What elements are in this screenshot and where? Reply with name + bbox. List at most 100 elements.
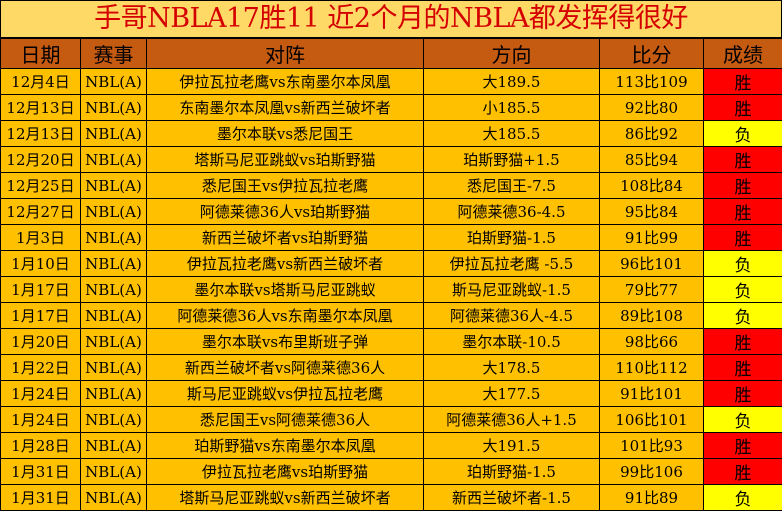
- cell-league: NBL(A): [81, 95, 147, 121]
- cell-score: 91比101: [600, 381, 704, 407]
- cell-score: 113比109: [600, 69, 704, 95]
- cell-result: 胜: [704, 173, 782, 199]
- header-result: 成绩: [704, 39, 782, 69]
- cell-league: NBL(A): [81, 485, 147, 511]
- spreadsheet-image: 手哥NBLA17胜11 近2个月的NBLA都发挥得很好 日期 赛事 对阵 方向 …: [0, 0, 782, 499]
- cell-pick: 珀斯野猫-1.5: [424, 225, 600, 251]
- cell-score: 92比80: [600, 95, 704, 121]
- cell-score: 110比112: [600, 355, 704, 381]
- cell-result: 负: [704, 121, 782, 147]
- cell-pick: 阿德莱德36人+1.5: [424, 407, 600, 433]
- cell-result: 胜: [704, 329, 782, 355]
- cell-matchup: 斯马尼亚跳蚁vs伊拉瓦拉老鹰: [147, 381, 424, 407]
- cell-pick: 新西兰破坏者-1.5: [424, 485, 600, 511]
- cell-league: NBL(A): [81, 433, 147, 459]
- sheet-title: 手哥NBLA17胜11 近2个月的NBLA都发挥得很好: [1, 1, 781, 37]
- cell-date: 12月4日: [1, 69, 81, 95]
- cell-league: NBL(A): [81, 173, 147, 199]
- cell-league: NBL(A): [81, 69, 147, 95]
- cell-league: NBL(A): [81, 329, 147, 355]
- cell-pick: 阿德莱德36人-4.5: [424, 303, 600, 329]
- cell-date: 12月13日: [1, 95, 81, 121]
- cell-result: 胜: [704, 381, 782, 407]
- cell-league: NBL(A): [81, 121, 147, 147]
- cell-date: 1月17日: [1, 277, 81, 303]
- cell-date: 12月20日: [1, 147, 81, 173]
- cell-matchup: 墨尔本联vs塔斯马尼亚跳蚁: [147, 277, 424, 303]
- cell-matchup: 伊拉瓦拉老鹰vs新西兰破坏者: [147, 251, 424, 277]
- cell-league: NBL(A): [81, 251, 147, 277]
- cell-matchup: 伊拉瓦拉老鹰vs珀斯野猫: [147, 459, 424, 485]
- cell-result: 胜: [704, 95, 782, 121]
- cell-league: NBL(A): [81, 199, 147, 225]
- cell-league: NBL(A): [81, 225, 147, 251]
- cell-league: NBL(A): [81, 303, 147, 329]
- cell-pick: 大189.5: [424, 69, 600, 95]
- cell-date: 1月10日: [1, 251, 81, 277]
- header-matchup: 对阵: [147, 39, 424, 69]
- cell-league: NBL(A): [81, 147, 147, 173]
- cell-matchup: 塔斯马尼亚跳蚁vs珀斯野猫: [147, 147, 424, 173]
- cell-matchup: 伊拉瓦拉老鹰vs东南墨尔本凤凰: [147, 69, 424, 95]
- cell-league: NBL(A): [81, 459, 147, 485]
- cell-league: NBL(A): [81, 407, 147, 433]
- cell-matchup: 阿德莱德36人vs东南墨尔本凤凰: [147, 303, 424, 329]
- cell-result: 胜: [704, 225, 782, 251]
- cell-pick: 大177.5: [424, 381, 600, 407]
- cell-pick: 大178.5: [424, 355, 600, 381]
- cell-score: 91比99: [600, 225, 704, 251]
- cell-league: NBL(A): [81, 381, 147, 407]
- cell-score: 91比89: [600, 485, 704, 511]
- cell-pick: 悉尼国王-7.5: [424, 173, 600, 199]
- cell-score: 96比101: [600, 251, 704, 277]
- cell-league: NBL(A): [81, 355, 147, 381]
- cell-result: 胜: [704, 199, 782, 225]
- cell-pick: 大185.5: [424, 121, 600, 147]
- cell-result: 胜: [704, 433, 782, 459]
- cell-score: 79比77: [600, 277, 704, 303]
- cell-date: 1月24日: [1, 407, 81, 433]
- cell-date: 1月31日: [1, 459, 81, 485]
- cell-result: 负: [704, 251, 782, 277]
- header-pick: 方向: [424, 39, 600, 69]
- cell-result: 胜: [704, 147, 782, 173]
- cell-result: 胜: [704, 355, 782, 381]
- cell-date: 1月24日: [1, 381, 81, 407]
- cell-date: 12月13日: [1, 121, 81, 147]
- cell-score: 108比84: [600, 173, 704, 199]
- header-date: 日期: [1, 39, 81, 69]
- cell-score: 95比84: [600, 199, 704, 225]
- cell-score: 98比66: [600, 329, 704, 355]
- cell-score: 101比93: [600, 433, 704, 459]
- cell-result: 负: [704, 407, 782, 433]
- cell-pick: 珀斯野猫-1.5: [424, 459, 600, 485]
- cell-matchup: 墨尔本联vs布里斯班子弹: [147, 329, 424, 355]
- cell-score: 86比92: [600, 121, 704, 147]
- cell-result: 胜: [704, 69, 782, 95]
- cell-pick: 伊拉瓦拉老鹰 -5.5: [424, 251, 600, 277]
- cell-matchup: 新西兰破坏者vs珀斯野猫: [147, 225, 424, 251]
- cell-date: 1月22日: [1, 355, 81, 381]
- cell-matchup: 新西兰破坏者vs阿德莱德36人: [147, 355, 424, 381]
- cell-matchup: 珀斯野猫vs东南墨尔本凤凰: [147, 433, 424, 459]
- cell-date: 1月28日: [1, 433, 81, 459]
- cell-date: 1月3日: [1, 225, 81, 251]
- cell-date: 1月17日: [1, 303, 81, 329]
- cell-score: 106比101: [600, 407, 704, 433]
